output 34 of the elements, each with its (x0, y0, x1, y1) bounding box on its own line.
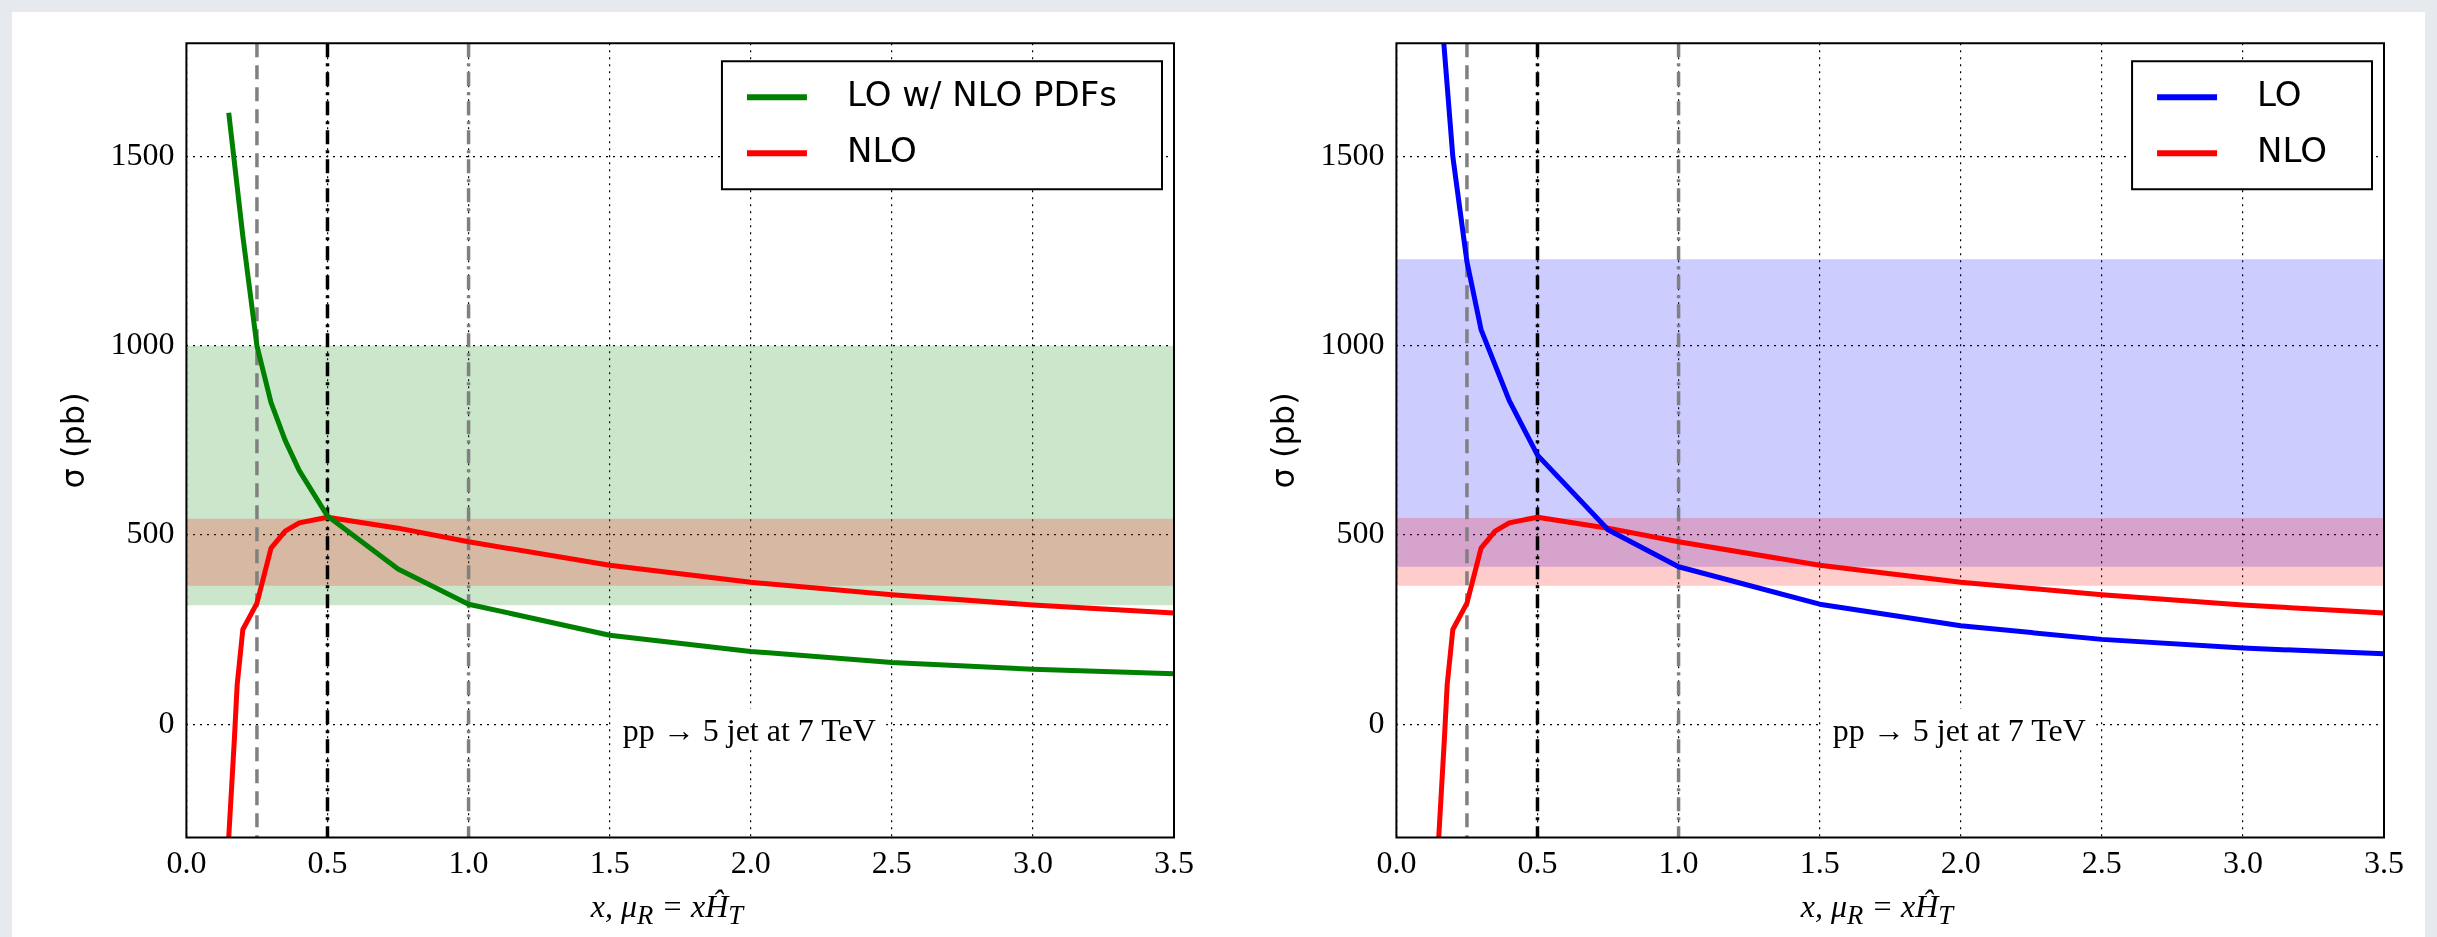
x-tick-label: 0.5 (307, 844, 348, 881)
y-axis-title: σ (pb) (1263, 392, 1302, 489)
legend-label: NLO (2257, 130, 2328, 171)
y-axis-title: σ (pb) (53, 392, 92, 489)
legend-label: NLO (846, 130, 917, 171)
annotation: pp → 5 jet at 7 TeV (622, 712, 876, 749)
x-tick-label: 2.0 (730, 844, 771, 881)
x-tick-label: 3.0 (1012, 844, 1053, 881)
x-tick-label: 2.0 (1940, 844, 1981, 881)
x-tick-label: 1.5 (1799, 844, 1840, 881)
x-tick-label: 1.0 (448, 844, 489, 881)
x-tick-label: 1.5 (589, 844, 630, 881)
legend-label: LO w/ NLO PDFs (846, 74, 1117, 115)
y-tick-label: 1000 (1320, 325, 1385, 362)
annotation: pp → 5 jet at 7 TeV (1832, 712, 2086, 749)
x-tick-label: 0.0 (1376, 844, 1417, 881)
y-tick-label: 1500 (1320, 136, 1385, 173)
x-tick-label: 3.5 (1154, 844, 1194, 881)
x-tick-label: 3.0 (2222, 844, 2263, 881)
x-tick-label: 3.5 (2364, 844, 2404, 881)
y-tick-label: 1000 (110, 325, 175, 362)
x-tick-label: 0.0 (166, 844, 207, 881)
y-tick-label: 500 (126, 514, 175, 551)
y-tick-label: 1500 (110, 136, 175, 173)
y-tick-label: 0 (1368, 703, 1385, 740)
x-tick-label: 2.5 (2081, 844, 2122, 881)
x-axis-title: x, μ$_{R}$ = xĤ$_{T}$ (1799, 888, 1956, 932)
legend-label: LO (2257, 74, 2302, 115)
x-tick-label: 2.5 (871, 844, 912, 881)
x-tick-label: 1.0 (1658, 844, 1699, 881)
x-tick-label: 0.5 (1517, 844, 1558, 881)
y-tick-label: 500 (1336, 514, 1385, 551)
x-axis-title: x, μ$_{R}$ = xĤ$_{T}$ (589, 888, 746, 932)
y-tick-label: 0 (158, 703, 175, 740)
